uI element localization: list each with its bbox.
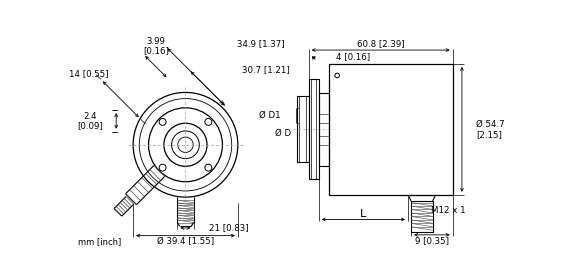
Text: 34.9 [1.37]: 34.9 [1.37] [237, 39, 284, 48]
Text: mm [inch]: mm [inch] [77, 237, 121, 246]
Text: 4 [0.16]: 4 [0.16] [335, 52, 370, 61]
Text: 21 [0.83]: 21 [0.83] [209, 224, 248, 232]
Text: 9 [0.35]: 9 [0.35] [415, 237, 449, 246]
Text: 14 [0.55]: 14 [0.55] [68, 69, 108, 78]
Text: Ø 39.4 [1.55]: Ø 39.4 [1.55] [157, 237, 214, 246]
Text: M12 x 1: M12 x 1 [431, 206, 466, 215]
Bar [329, 64, 453, 195]
Text: 60.8 [2.39]: 60.8 [2.39] [357, 39, 404, 48]
Text: L: L [360, 209, 366, 219]
Text: Ø 54.7
[2.15]: Ø 54.7 [2.15] [476, 120, 504, 139]
Text: Ø D: Ø D [275, 129, 291, 138]
Text: 2.4
[0.09]: 2.4 [0.09] [77, 112, 103, 130]
Text: 3.99
[0.16]: 3.99 [0.16] [143, 37, 169, 55]
Bar [309, 79, 319, 179]
Bar [411, 201, 433, 232]
Text: 30.7 [1.21]: 30.7 [1.21] [242, 66, 289, 75]
Bar [297, 96, 309, 163]
Bar [319, 93, 329, 166]
Text: Ø D1: Ø D1 [259, 111, 280, 120]
